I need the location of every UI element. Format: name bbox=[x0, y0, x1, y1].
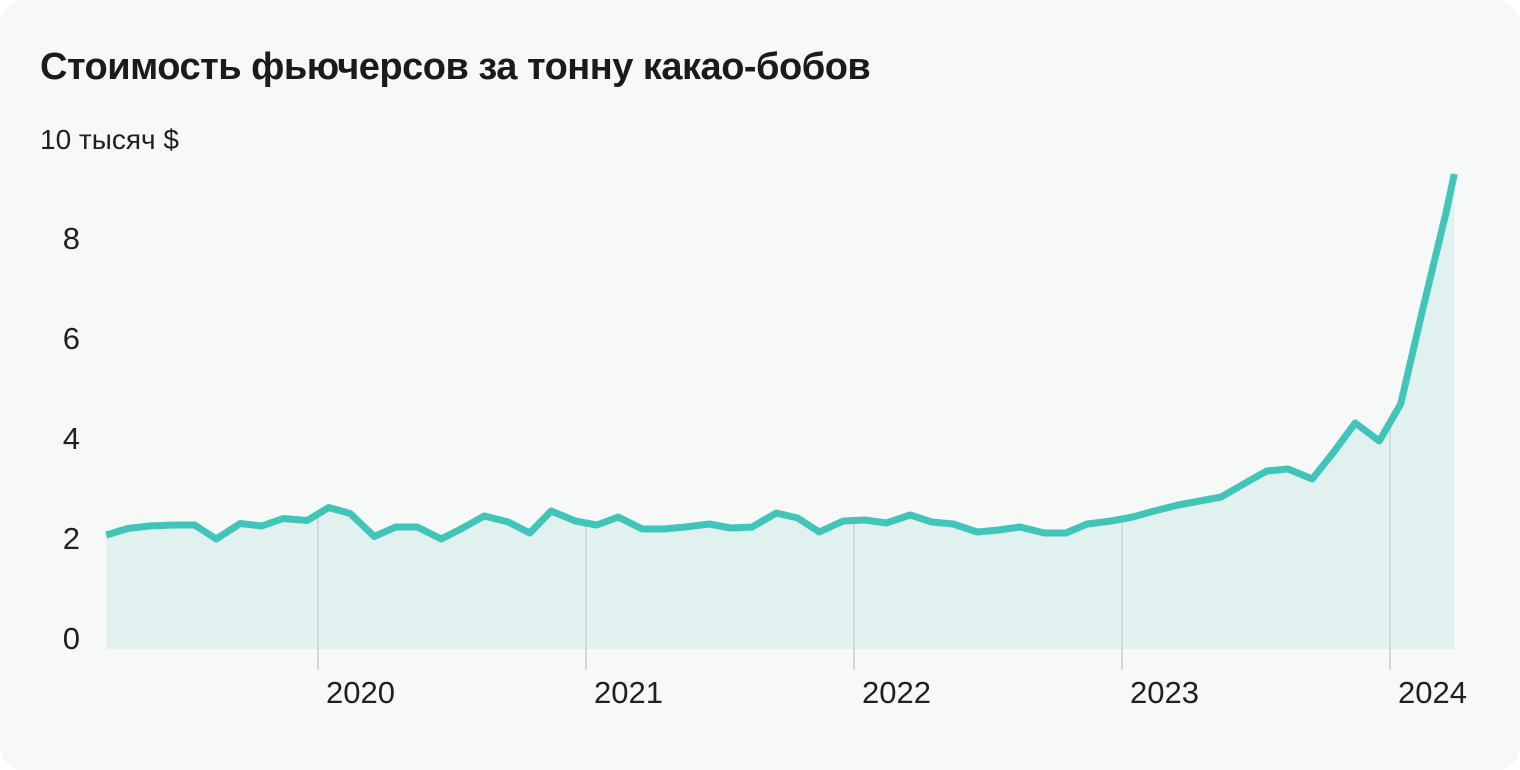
chart-title: Стоимость фьючерсов за тонну какао-бобов bbox=[40, 46, 871, 88]
y-tick-label: 2 bbox=[63, 521, 80, 556]
x-tick-label: 2024 bbox=[1398, 675, 1467, 710]
price-area-fill bbox=[106, 174, 1455, 649]
y-tick-label: 6 bbox=[63, 321, 80, 356]
y-tick-label: 4 bbox=[63, 421, 80, 456]
x-tick-label: 2020 bbox=[326, 675, 395, 710]
x-tick-label: 2022 bbox=[862, 675, 931, 710]
y-tick-label: 0 bbox=[63, 621, 80, 656]
price-line bbox=[105, 173, 1458, 543]
y-tick-label: 8 bbox=[63, 221, 80, 256]
y-axis-unit-label: 10 тысяч $ bbox=[40, 124, 179, 155]
x-tick-label: 2021 bbox=[594, 675, 663, 710]
x-tick-label: 2023 bbox=[1130, 675, 1199, 710]
